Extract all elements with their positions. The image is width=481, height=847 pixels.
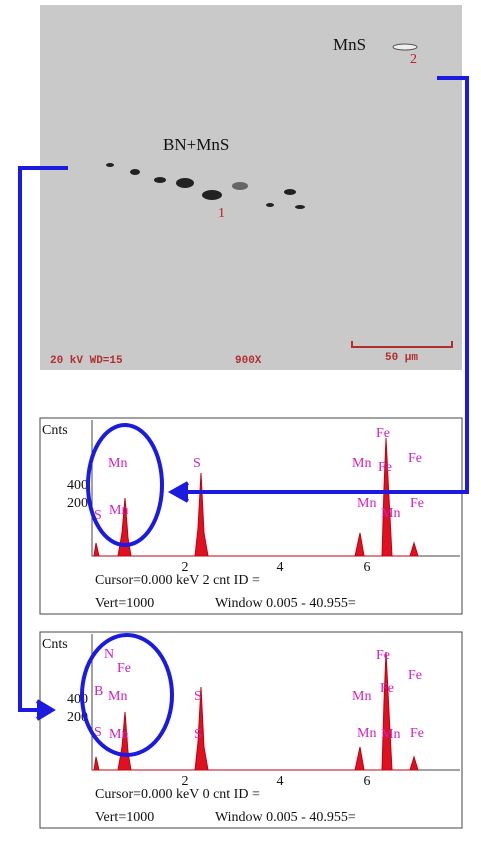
magnification: 900X bbox=[235, 355, 262, 367]
x-tick-label: 2 bbox=[182, 774, 189, 789]
scale: 50 µm bbox=[385, 352, 418, 364]
marker: 1 bbox=[218, 206, 225, 221]
peak-label: B bbox=[94, 684, 103, 699]
x-tick-label: 6 bbox=[364, 560, 371, 575]
peak-label: Fe bbox=[376, 648, 390, 663]
vert: Vert=1000 bbox=[95, 810, 154, 825]
peak-label: Mn bbox=[109, 727, 128, 742]
y-tick-label: 400 bbox=[67, 692, 88, 707]
peak-label: Fe bbox=[117, 661, 131, 676]
sem-image bbox=[40, 5, 462, 370]
cursor: Cursor=0.000 keV 2 cnt ID = bbox=[95, 573, 260, 588]
peak-label: S bbox=[193, 456, 201, 471]
vert: Vert=1000 bbox=[95, 596, 154, 611]
peak-label: Mn bbox=[109, 503, 128, 518]
y-label: Cnts bbox=[42, 423, 68, 438]
peak-label: Fe bbox=[408, 668, 422, 683]
peak-label: Mn bbox=[108, 456, 127, 471]
peak-label: Mn bbox=[357, 496, 376, 511]
peak-label: Mn bbox=[352, 456, 371, 471]
peak-label: Fe bbox=[376, 426, 390, 441]
peak-label: S bbox=[194, 689, 202, 704]
window: Window 0.005 - 40.955= bbox=[215, 810, 356, 825]
x-tick-label: 4 bbox=[277, 774, 284, 789]
x-tick-label: 6 bbox=[364, 774, 371, 789]
label: MnS bbox=[333, 35, 366, 54]
peak-label: S bbox=[94, 725, 102, 740]
annotations bbox=[18, 76, 469, 757]
window: Window 0.005 - 40.955= bbox=[215, 596, 356, 611]
peak-label: N bbox=[104, 647, 114, 662]
peak-label: Mn bbox=[357, 726, 376, 741]
cursor: Cursor=0.000 keV 0 cnt ID = bbox=[95, 787, 260, 802]
marker: 2 bbox=[410, 52, 417, 67]
peak-label: Fe bbox=[380, 681, 394, 696]
x-tick-label: 2 bbox=[182, 560, 189, 575]
label: BN+MnS bbox=[163, 135, 229, 154]
peak-label: Fe bbox=[408, 451, 422, 466]
peak-label: Mn bbox=[381, 727, 400, 742]
x-tick-label: 4 bbox=[277, 560, 284, 575]
peak-label: Mn bbox=[381, 506, 400, 521]
spectrum-frame bbox=[39, 417, 463, 615]
y-tick-label: 400 bbox=[67, 478, 88, 493]
scale-bar bbox=[351, 341, 453, 348]
peak-label: Mn bbox=[108, 689, 127, 704]
voltage: 20 kV WD=15 bbox=[50, 355, 123, 367]
y-tick-label: 200 bbox=[67, 496, 88, 511]
y-label: Cnts bbox=[42, 637, 68, 652]
spectrum-frame bbox=[39, 631, 463, 829]
peak-label: S bbox=[194, 727, 202, 742]
inclusions bbox=[106, 43, 418, 209]
peak-label: S bbox=[94, 508, 102, 523]
peak-label: Fe bbox=[378, 460, 392, 475]
spectrum bbox=[93, 651, 419, 771]
peak-label: Mn bbox=[352, 689, 371, 704]
peak-label: Fe bbox=[410, 726, 424, 741]
peak-label: Fe bbox=[410, 496, 424, 511]
